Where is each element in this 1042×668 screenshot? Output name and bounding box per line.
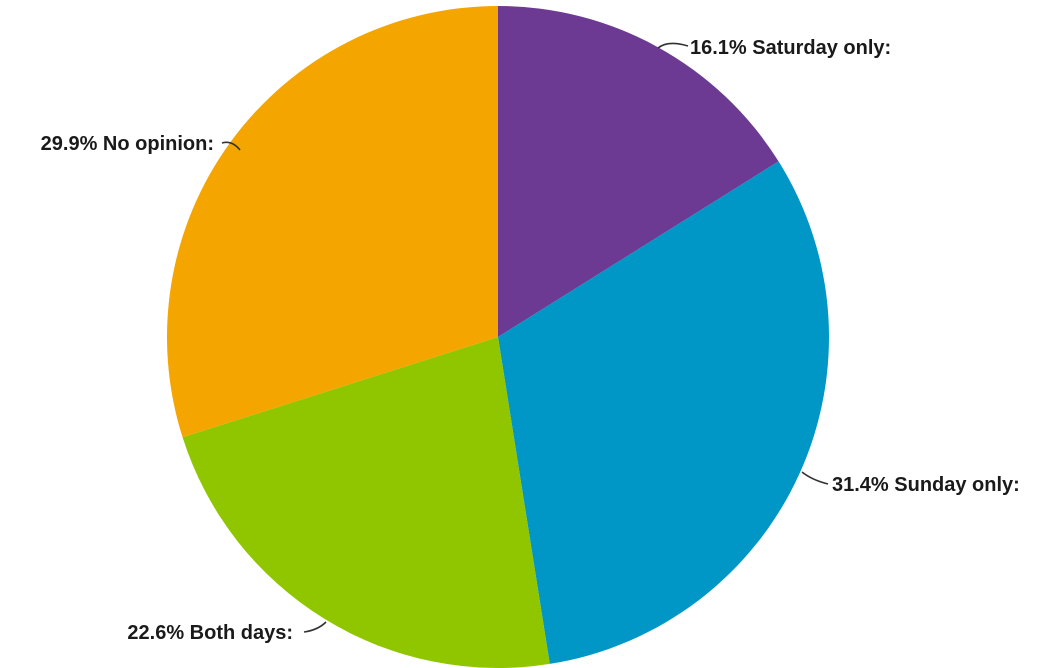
leader-line-saturday-only xyxy=(657,42,689,49)
pie-slice-no-opinion xyxy=(166,6,498,438)
slice-label-saturday-only: 16.1% Saturday only: xyxy=(690,37,891,59)
slice-label-sunday-only: 31.4% Sunday only: xyxy=(832,474,1020,496)
slice-label-both-days: 22.6% Both days: xyxy=(127,622,293,644)
leader-line-both-days xyxy=(303,621,327,633)
leader-line-sunday-only xyxy=(801,471,829,485)
slice-labels: 16.1% Saturday only: 31.4% Sunday only: 22… xyxy=(41,37,1020,644)
pie-slice-sunday-only xyxy=(498,161,830,664)
pie-slice-saturday-only xyxy=(498,6,779,337)
slice-label-no-opinion: 29.9% No opinion: xyxy=(41,133,214,155)
leader-lines xyxy=(221,42,829,633)
pie-slice-both-days xyxy=(182,337,550,668)
leader-line-no-opinion xyxy=(221,141,241,151)
pie-slices xyxy=(166,6,830,668)
